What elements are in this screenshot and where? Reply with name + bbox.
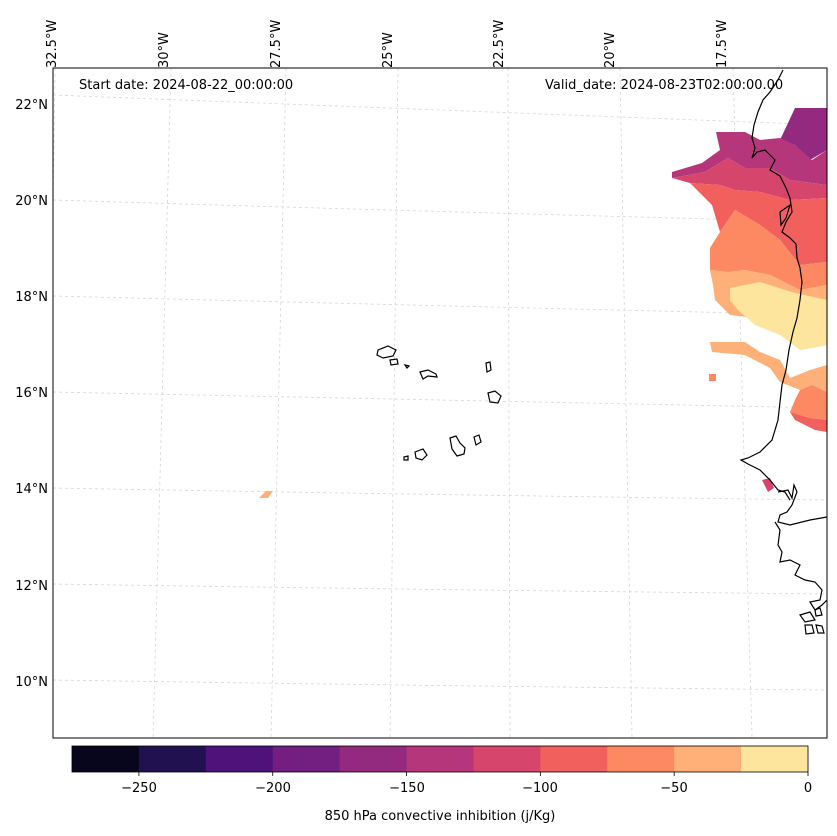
lat-label-18n: 18°N: [15, 290, 48, 305]
start-date-label: Start date: 2024-08-22_00:00:00: [79, 78, 294, 93]
colorbar-swatch: [205, 746, 274, 772]
sao-vicente: [389, 358, 399, 366]
coast-inlet-1: [779, 203, 792, 227]
gridlines: [52, 67, 828, 739]
cin-spot-east: [709, 374, 716, 381]
brava: [403, 455, 409, 461]
colorbar-swatches: [72, 746, 809, 772]
gambia-coast: [777, 482, 828, 526]
colorbar-tick-label: −200: [255, 781, 291, 796]
colorbar-tick-label: −50: [660, 781, 688, 796]
colorbar-swatch: [540, 746, 608, 772]
lat-label-22n: 22°N: [15, 98, 48, 113]
santiago: [449, 435, 466, 457]
colorbar: [71, 745, 809, 776]
boa-vista: [487, 390, 502, 404]
cin-band-lowest: [780, 108, 827, 160]
colorbar-swatch: [406, 746, 474, 772]
colorbar-swatch: [72, 746, 140, 772]
colorbar-swatch: [339, 746, 408, 772]
lat-label-14n: 14°N: [15, 482, 48, 497]
cin-band-minus100-south: [790, 412, 827, 432]
lon-label-27.5w: 27.5°W: [269, 19, 284, 68]
maio: [473, 434, 482, 446]
map-panel: [52, 67, 828, 739]
cin-spot-west: [259, 491, 273, 498]
cin-band-minus75: [710, 210, 827, 290]
colorbar-title: 850 hPa convective inhibition (j/Kg): [324, 809, 556, 824]
colorbar-tick-label: −100: [522, 781, 558, 796]
cin-band-minus125: [672, 158, 827, 200]
guinea-bissau-coast: [774, 521, 828, 611]
lon-label-25w: 25°W: [381, 32, 396, 68]
cin-band-minus25: [730, 282, 827, 350]
bissagos-islands: [799, 607, 825, 635]
cin-band-minus50-south: [710, 342, 827, 392]
lon-label-20w: 20°W: [603, 32, 618, 68]
lat-label-10n: 10°N: [15, 675, 48, 690]
cin-band-minus75-south: [790, 385, 827, 420]
santo-antao: [376, 345, 397, 359]
cin-band-minus150: [672, 132, 827, 185]
colorbar-swatch: [138, 746, 207, 772]
lat-label-20n: 20°N: [15, 194, 48, 209]
colorbar-ticks: [138, 772, 809, 776]
sal: [485, 361, 492, 373]
colorbar-tick-label: −250: [121, 781, 157, 796]
coastlines: [376, 69, 828, 635]
cin-band-minus100: [690, 183, 827, 265]
sao-nicolau: [419, 369, 438, 380]
colorbar-swatch: [272, 746, 341, 772]
colorbar-tick-label: −150: [389, 781, 425, 796]
map-frame: [52, 67, 828, 739]
lon-label-32.5w: 32.5°W: [45, 19, 60, 68]
colorbar-swatch: [741, 746, 809, 772]
lat-label-16n: 16°N: [15, 386, 48, 401]
colorbar-swatch: [473, 746, 541, 772]
lon-label-17.5w: 17.5°W: [715, 19, 730, 68]
colorbar-tick-label: 0: [803, 781, 813, 796]
lon-label-22.5w: 22.5°W: [492, 19, 507, 68]
lon-label-30w: 30°W: [157, 32, 172, 68]
colorbar-frame: [71, 745, 809, 773]
colorbar-swatch: [674, 746, 742, 772]
colorbar-swatch: [607, 746, 675, 772]
africa-coast: [739, 69, 803, 501]
valid-date-label: Valid_date: 2024-08-23T02:00:00.00: [545, 78, 784, 93]
fogo: [414, 448, 428, 461]
santa-luzia: [403, 364, 411, 369]
lat-label-12n: 12°N: [15, 579, 48, 594]
